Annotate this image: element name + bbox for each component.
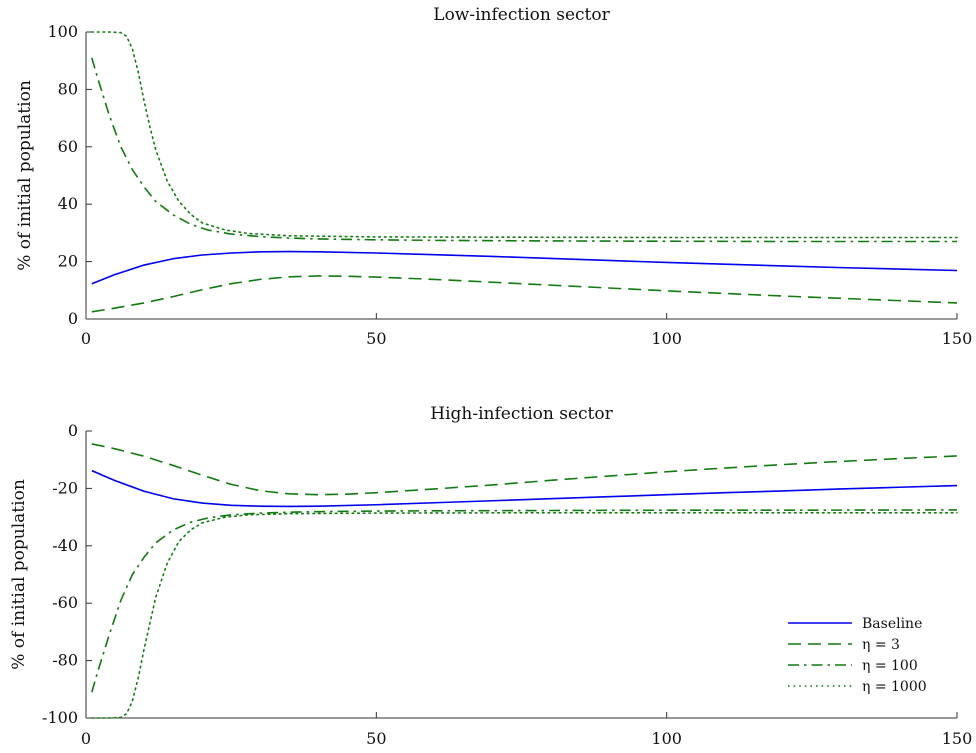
y-tick-label: 40: [58, 194, 78, 213]
x-tick-label: 0: [81, 729, 91, 748]
chart-panel-1: Low-infection sector % of initial populat…: [15, 5, 972, 348]
x-tick-label: 0: [81, 329, 91, 348]
series-line-1: [91, 250, 958, 285]
y-tick-label: 0: [68, 309, 78, 328]
series-line-4: [91, 511, 958, 719]
y-tick-label: 80: [58, 79, 78, 98]
legend-label: η = 3: [862, 637, 900, 653]
series-line-1: [91, 469, 958, 508]
series-line-2: [91, 443, 958, 496]
y-tick-label: 0: [68, 421, 78, 440]
x-tick-label: 100: [651, 729, 682, 748]
x-tick-label: 50: [366, 329, 386, 348]
y-tick-label: 60: [58, 137, 78, 156]
y-axis-label: % of initial population: [9, 479, 29, 670]
legend-label: η = 1000: [862, 679, 927, 695]
legend-label: Baseline: [862, 616, 922, 632]
x-tick-label: 150: [942, 729, 973, 748]
x-tick-label: 150: [942, 329, 973, 348]
x-tick-label: 100: [651, 329, 682, 348]
y-tick-label: -60: [52, 593, 78, 612]
y-tick-label: 20: [58, 252, 78, 271]
legend: Baseline η = 3 η = 100 η = 1000: [788, 616, 927, 695]
y-axis-label: % of initial population: [15, 80, 35, 271]
series-line-2: [91, 275, 958, 313]
legend-label: η = 100: [862, 658, 918, 674]
y-tick-label: -80: [52, 651, 78, 670]
y-tick-label: -20: [52, 478, 78, 497]
chart-title: High-infection sector: [430, 404, 613, 424]
series-line-3: [91, 509, 958, 693]
chart-title: Low-infection sector: [433, 5, 610, 25]
series-line-4: [91, 31, 958, 239]
y-tick-label: -40: [52, 536, 78, 555]
y-tick-label: -100: [42, 708, 78, 727]
y-tick-label: 100: [47, 22, 78, 41]
series-line-3: [91, 57, 957, 243]
x-tick-label: 50: [366, 729, 386, 748]
chart-panel-2: High-infection sector % of initial popula…: [9, 404, 972, 748]
